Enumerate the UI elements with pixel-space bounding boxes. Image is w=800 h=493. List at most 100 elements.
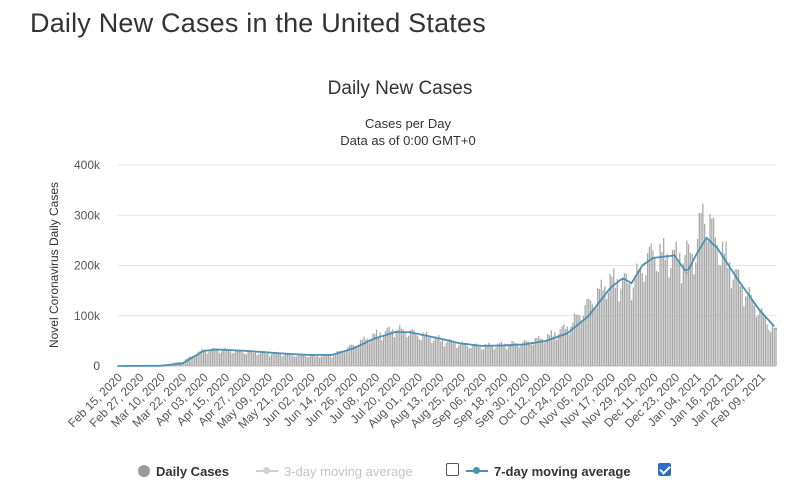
y-axis-ticks: 0 100k 200k 300k 400k (74, 158, 101, 373)
daily-case-bar (379, 332, 381, 366)
daily-case-bar (240, 351, 242, 366)
daily-case-bar (431, 342, 433, 366)
moving-average-point (480, 345, 483, 347)
daily-case-bar (434, 336, 437, 366)
moving-average-point (459, 342, 462, 345)
daily-case-bar (461, 341, 463, 366)
daily-case-bar (707, 241, 709, 366)
daily-case-bar (445, 342, 447, 366)
daily-case-bar (242, 352, 244, 366)
moving-average-point (587, 314, 590, 317)
daily-case-bar (746, 295, 749, 366)
daily-case-bar (441, 339, 444, 366)
daily-case-bar (227, 349, 230, 366)
daily-case-bar (226, 349, 228, 366)
daily-case-bar (313, 353, 315, 366)
moving-average-point (502, 344, 504, 347)
daily-case-bar (752, 300, 754, 366)
daily-case-bar (584, 305, 586, 366)
daily-case-bar (235, 350, 237, 366)
daily-case-bar (473, 343, 476, 366)
daily-case-bar (456, 347, 458, 366)
daily-case-bar (422, 332, 424, 366)
daily-case-bar (550, 330, 552, 366)
daily-case-bar (748, 287, 750, 366)
daily-case-bar (491, 344, 494, 366)
daily-case-bar (388, 326, 390, 366)
daily-case-bar (415, 332, 417, 366)
daily-case-bar (377, 336, 379, 366)
circle-icon (138, 465, 150, 477)
daily-case-bar (755, 317, 758, 366)
daily-case-bar (359, 339, 362, 366)
daily-case-bar (215, 350, 217, 366)
daily-case-bar (696, 238, 699, 366)
daily-case-bar (639, 267, 642, 366)
daily-case-bar (759, 309, 761, 366)
daily-case-bar (217, 349, 219, 366)
daily-case-bar (714, 237, 717, 366)
daily-case-bar (302, 355, 305, 366)
daily-case-bar (465, 344, 467, 366)
daily-case-bar (520, 345, 522, 366)
chart-subtitle-line-1: Cases per Day (365, 116, 451, 131)
legend-item-3-day-average[interactable]: 3-day moving average (256, 460, 413, 482)
daily-case-bar (343, 352, 346, 366)
daily-case-bar (324, 354, 326, 366)
daily-case-bar (308, 357, 310, 366)
daily-case-bar (593, 308, 595, 366)
moving-average-point (245, 350, 248, 352)
daily-case-bar (513, 341, 515, 366)
daily-case-bar (636, 263, 638, 366)
moving-average-point (373, 337, 376, 340)
checkbox-7-day-average[interactable] (658, 463, 671, 476)
daily-case-bar (515, 343, 517, 366)
daily-case-bar (490, 346, 492, 366)
daily-case-bar (427, 337, 429, 366)
daily-case-bar (727, 267, 729, 366)
daily-case-bar (459, 344, 462, 366)
daily-case-bar (368, 342, 371, 366)
checkbox-3-day-average[interactable] (446, 463, 459, 476)
daily-case-bar (381, 340, 383, 366)
daily-case-bar (349, 344, 351, 366)
moving-average-point (159, 364, 162, 367)
daily-case-bar (623, 272, 626, 366)
moving-average-point (202, 350, 205, 352)
daily-case-bar (468, 348, 470, 366)
daily-case-bar (709, 214, 711, 366)
daily-case-bar (568, 334, 570, 366)
daily-case-bar (691, 253, 693, 366)
daily-case-bar (286, 353, 289, 366)
daily-case-bar (479, 346, 481, 366)
daily-case-bar (418, 339, 421, 366)
daily-case-bar (281, 356, 283, 366)
moving-average-point (737, 279, 740, 282)
daily-case-bar (548, 335, 551, 366)
daily-case-bar (771, 324, 774, 366)
daily-case-bar (761, 307, 763, 366)
daily-case-bar (700, 212, 702, 366)
daily-case-bar (315, 356, 317, 366)
daily-case-bar (424, 334, 426, 366)
daily-case-bar (757, 314, 759, 366)
daily-case-bar (243, 354, 246, 366)
daily-case-bar (354, 346, 356, 366)
daily-case-bar (220, 351, 223, 366)
legend-item-daily-cases[interactable]: Daily Cases (138, 460, 229, 482)
daily-case-bar (384, 330, 387, 366)
line-dot-icon (256, 465, 278, 477)
daily-case-bar (507, 345, 510, 366)
legend-item-7-day-average[interactable]: 7-day moving average (466, 460, 631, 482)
daily-case-bar (745, 296, 747, 366)
daily-case-bar (284, 354, 287, 366)
daily-case-bar (318, 357, 321, 366)
daily-case-bar (375, 329, 378, 366)
daily-case-bar (728, 262, 731, 366)
daily-case-bar (261, 351, 264, 366)
daily-case-bar (580, 321, 583, 366)
daily-case-bar (657, 272, 659, 366)
daily-case-bar (416, 335, 419, 366)
daily-case-bar (668, 277, 670, 366)
